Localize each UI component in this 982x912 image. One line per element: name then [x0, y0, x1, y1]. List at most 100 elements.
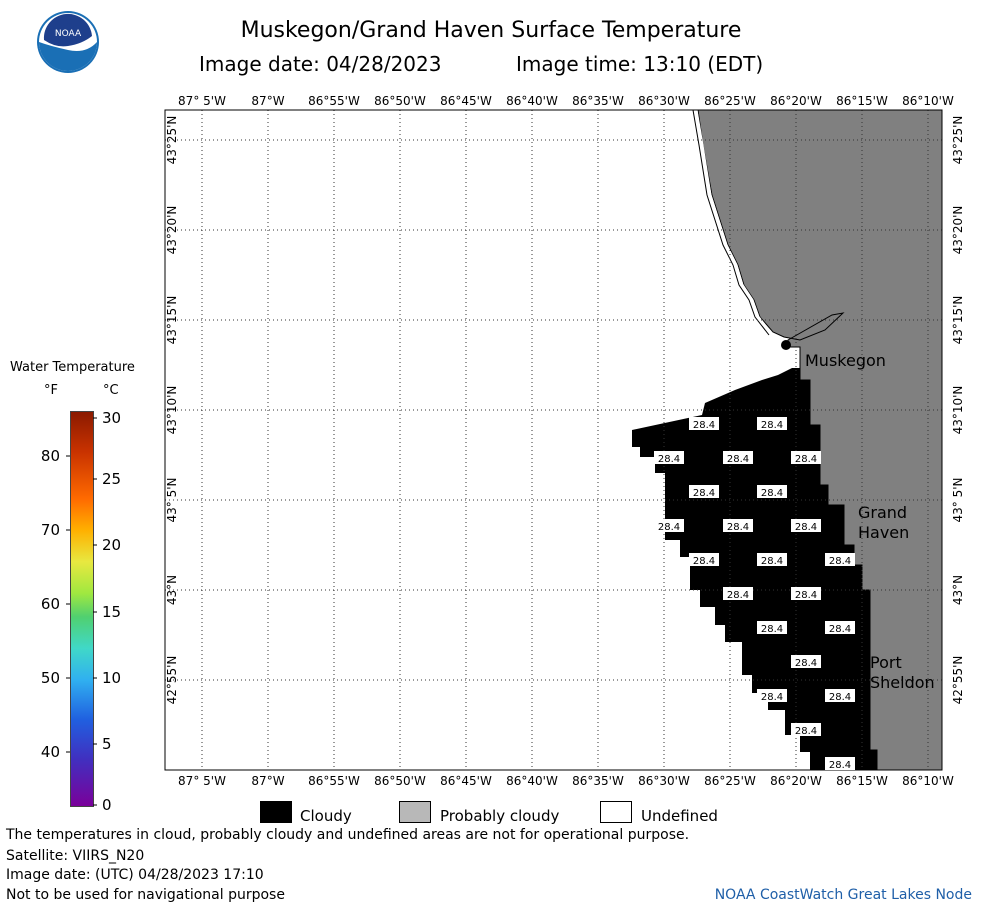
svg-text:NOAA: NOAA	[55, 29, 82, 39]
lon-label: 86°15'W	[836, 774, 888, 788]
lon-label: 86°10'W	[902, 774, 954, 788]
legend-label-undefined: Undefined	[641, 807, 718, 825]
lat-label: 43°N	[951, 575, 965, 605]
lon-label: 86°20'W	[770, 774, 822, 788]
temp-tag-box	[791, 451, 821, 464]
lon-label: 86°40'W	[506, 774, 558, 788]
lon-label: 86°50'W	[374, 774, 426, 788]
lon-label: 87° 5'W	[178, 94, 226, 108]
muskegon-marker	[781, 340, 791, 350]
f-tick: 40	[41, 743, 60, 761]
temp-tag-box	[825, 689, 855, 702]
legend-swatch-cloudy	[260, 801, 292, 823]
lon-label: 87°W	[251, 774, 284, 788]
temp-tag-box	[791, 519, 821, 532]
temp-tag: 28.4	[829, 760, 851, 771]
lat-label: 43°25'N	[165, 116, 179, 165]
temp-tag: 28.4	[727, 590, 749, 601]
c-tick: 5	[102, 735, 112, 753]
temp-tag: 28.4	[693, 556, 715, 567]
temp-tag: 28.4	[795, 454, 817, 465]
temp-tag-box	[791, 723, 821, 736]
lat-label: 42°55'N	[951, 656, 965, 705]
temp-tag-box	[791, 655, 821, 668]
c-tick: 25	[102, 470, 121, 488]
lat-label: 43° 5'N	[951, 478, 965, 523]
temp-tag: 28.4	[727, 522, 749, 533]
legend-label-probably-cloudy: Probably cloudy	[440, 807, 560, 825]
lat-label: 42°55'N	[165, 656, 179, 705]
temp-tag-box	[757, 621, 787, 634]
lat-label: 43°20'N	[951, 206, 965, 255]
temp-tag: 28.4	[829, 624, 851, 635]
c-tick: 0	[102, 796, 112, 814]
temp-tag-box	[757, 689, 787, 702]
lon-label: 86°25'W	[704, 774, 756, 788]
colorbar	[70, 411, 94, 807]
temp-tag: 28.4	[761, 624, 783, 635]
disclaimer-text: The temperatures in cloud, probably clou…	[6, 827, 690, 843]
temp-tag-box	[723, 451, 753, 464]
temp-tag-box	[825, 553, 855, 566]
cloud	[632, 368, 877, 770]
lon-label: 86°15'W	[836, 94, 888, 108]
temp-tag: 28.4	[693, 488, 715, 499]
temp-tag-box	[723, 587, 753, 600]
map-frame	[164, 109, 943, 771]
lon-label: 86°45'W	[440, 774, 492, 788]
temp-tag: 28.4	[795, 590, 817, 601]
lon-label: 86°55'W	[308, 774, 360, 788]
credit-text: NOAA CoastWatch Great Lakes Node	[714, 887, 972, 903]
temp-tag-box	[689, 417, 719, 430]
temp-tag: 28.4	[658, 454, 680, 465]
c-tick: 10	[102, 669, 121, 687]
c-tick: 20	[102, 536, 121, 554]
f-tick: 50	[41, 669, 60, 687]
lon-label: 86°40'W	[506, 94, 558, 108]
temp-tag: 28.4	[795, 726, 817, 737]
lat-label: 43°20'N	[165, 206, 179, 255]
temp-tag: 28.4	[761, 692, 783, 703]
f-tick: 60	[41, 595, 60, 613]
cloud-temperature-labels: 28.4 28.4 28.4 28.4 28.4 28.4 28.4 28.4 28.4 28.4…	[654, 417, 855, 771]
temp-tag: 28.4	[761, 488, 783, 499]
temp-tag-box	[757, 485, 787, 498]
navigation-warning: Not to be used for navigational purpose	[6, 887, 285, 903]
legend-swatch-probably-cloudy	[399, 801, 431, 823]
legend-swatch-undefined	[600, 801, 632, 823]
temp-tag: 28.4	[658, 522, 680, 533]
temp-tag-box	[825, 621, 855, 634]
lon-label: 86°45'W	[440, 94, 492, 108]
temp-tag: 28.4	[761, 420, 783, 431]
temp-tag-box	[654, 451, 684, 464]
graticule	[165, 110, 942, 770]
satellite-text: Satellite: VIIRS_N20	[6, 848, 145, 864]
image-time: Image time: 13:10 (EDT)	[516, 52, 764, 76]
place-label-port-sheldon: Port	[870, 653, 902, 672]
f-tick: 80	[41, 447, 60, 465]
noaa-logo-icon: NOAA	[37, 11, 99, 73]
lat-label: 43°15'N	[951, 296, 965, 345]
lon-label: 86°50'W	[374, 94, 426, 108]
lon-label: 87° 5'W	[178, 774, 226, 788]
lon-label: 86°25'W	[704, 94, 756, 108]
temp-tag-box	[723, 519, 753, 532]
lon-label: 86°30'W	[638, 774, 690, 788]
place-label-port-sheldon: Sheldon	[870, 673, 935, 692]
page-title: Muskegon/Grand Haven Surface Temperature	[240, 18, 742, 43]
temp-tag: 28.4	[693, 420, 715, 431]
colorbar-unit-f: °F	[44, 383, 58, 398]
lat-label: 43°15'N	[165, 296, 179, 345]
temp-tag: 28.4	[829, 692, 851, 703]
lon-label: 86°35'W	[572, 774, 624, 788]
place-label-muskegon: Muskegon	[805, 351, 886, 370]
map: 87° 5'W 87°W 86°55'W 86°50'W 86°45'W 86°…	[164, 94, 965, 788]
lon-label: 86°20'W	[770, 94, 822, 108]
legend-label-cloudy: Cloudy	[300, 807, 352, 825]
lon-label: 86°55'W	[308, 94, 360, 108]
lon-label: 86°30'W	[638, 94, 690, 108]
lon-label: 86°35'W	[572, 94, 624, 108]
temp-tag: 28.4	[829, 556, 851, 567]
temp-tag-box	[757, 553, 787, 566]
lat-label: 43° 5'N	[165, 478, 179, 523]
